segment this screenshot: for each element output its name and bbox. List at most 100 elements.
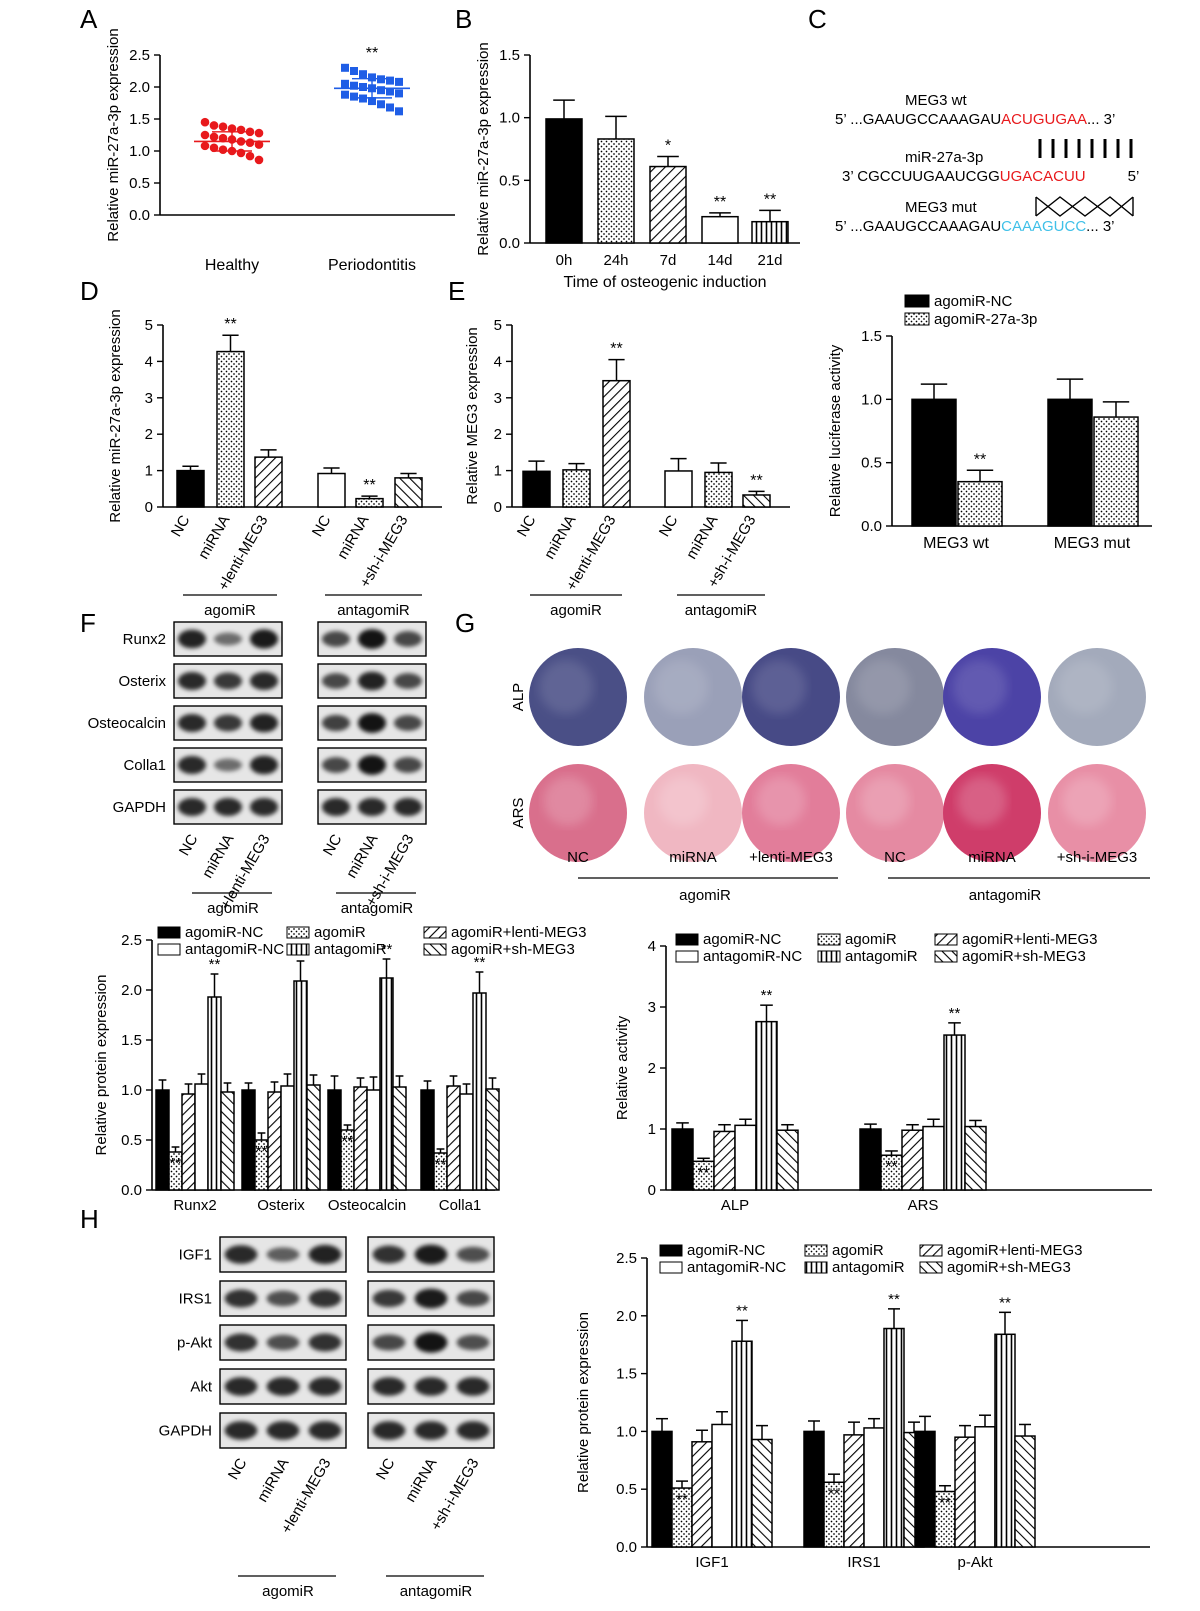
meg3-wt-sequence: 5’ ...GAAUGCCAAAGAUACUGUGAA... 3’ — [835, 111, 1115, 128]
significance-mark: ** — [761, 987, 773, 1004]
staining-wells: ALP ARS NC miRNA +lenti-MEG3 NC miRNA +sh-i-MEG… — [510, 648, 1150, 904]
bar-5 — [394, 477, 423, 508]
blot-row-label: GAPDH — [113, 799, 166, 816]
bar-0 — [545, 118, 583, 244]
significance-mark: ** — [750, 472, 762, 489]
sequence-diagram: MEG3 wt 5’ ...GAAUGCCAAAGAUACUGUGAA... 3… — [835, 92, 1139, 235]
blot-band — [249, 671, 279, 691]
significance-mark: ** — [764, 191, 776, 208]
y-axis-label: Relative miR-27a-3p expression — [107, 309, 124, 522]
significance-mark: ** — [714, 194, 726, 211]
bar-3-1 — [280, 1085, 295, 1191]
bar-3-0 — [194, 1083, 209, 1191]
legend-entry: antagomiR — [314, 941, 387, 958]
y-tick-label: 1.5 — [499, 47, 520, 64]
bar-0-0 — [671, 1128, 694, 1191]
blot-band — [321, 673, 351, 689]
y-tick-label: 1.5 — [616, 1366, 637, 1383]
well-label: NC — [884, 849, 906, 866]
meg3-wt-suffix: ... 3’ — [1087, 111, 1115, 128]
bar-4-3 — [472, 992, 487, 1191]
blot-band — [177, 755, 207, 775]
legend-entry: agomiR+sh-MEG3 — [451, 941, 575, 958]
legend-entry: antagomiR — [832, 1259, 905, 1276]
significance-mark: ** — [698, 1164, 710, 1181]
y-tick-label: 2.0 — [129, 79, 150, 96]
x-tick-label: MEG3 mut — [1054, 535, 1131, 552]
pairing-lines — [1038, 139, 1133, 158]
bar-5-2 — [1014, 1435, 1036, 1548]
chart-d: 0 1 2 3 4 5 Relative miR-27a-3p expression ** **… — [107, 309, 442, 619]
meg3-wt-prefix: 5’ ...GAAUGCCAAAGAU — [835, 111, 1001, 128]
blot-band — [456, 1246, 490, 1263]
significance-mark: ** — [435, 1156, 447, 1173]
y-tick-label: 0 — [648, 1182, 656, 1199]
bar-5-0 — [776, 1129, 799, 1191]
x-tick-label: miRNA — [334, 513, 372, 563]
x-tick-label: miRNA — [541, 513, 579, 563]
bar-3 — [701, 215, 739, 244]
panel-letter-g: G — [455, 608, 475, 638]
y-tick-label: 0 — [494, 499, 502, 516]
legend-entry: antagomiR — [845, 948, 918, 965]
chart-b: 0.0 0.5 1.0 1.5 Relative miR-27a-3p expressi… — [475, 42, 800, 291]
blot-row-label: Osterix — [118, 673, 166, 690]
blot-band — [249, 713, 279, 733]
legend-entry: agomiR — [314, 924, 366, 941]
y-tick-label: 1.5 — [129, 111, 150, 128]
significance-mark: ** — [170, 1155, 182, 1172]
bar-5-1 — [964, 1125, 987, 1191]
blot-band — [372, 1377, 406, 1396]
blot-band — [224, 1289, 258, 1308]
bar-5-0 — [751, 1438, 773, 1548]
lane-label: NC — [176, 831, 202, 858]
data-point — [341, 63, 349, 72]
bar-0-3 — [420, 1089, 435, 1191]
x-tick-label: NC — [514, 512, 540, 539]
blot-band — [393, 631, 423, 647]
bar-3-3 — [459, 1093, 474, 1191]
data-point — [254, 140, 264, 149]
bar-1-0 — [957, 480, 1003, 527]
blot-band — [266, 1247, 300, 1262]
meg3-mut-sequence: 5’ ...GAAUGCCAAAGAUCAAAGUCC... 3’ — [835, 218, 1115, 235]
y-tick-label: 1 — [648, 1121, 656, 1138]
panel-letter-d: D — [80, 276, 99, 306]
y-tick-label: 1.0 — [616, 1423, 637, 1440]
data-point — [386, 103, 394, 112]
significance-mark: ** — [828, 1485, 840, 1502]
y-axis-label: Relative protein expression — [93, 975, 110, 1156]
y-tick-label: 2.5 — [121, 932, 142, 949]
y-tick-label: 0.5 — [616, 1481, 637, 1498]
y-tick-label: 1 — [494, 463, 502, 480]
legend-swatch — [675, 933, 699, 946]
lane-label: NC — [373, 1455, 399, 1482]
blot-band — [321, 714, 351, 732]
bar-0-1 — [241, 1089, 256, 1191]
significance-mark: ** — [366, 45, 378, 62]
y-tick-label: 2.5 — [129, 47, 150, 64]
significance-mark: ** — [342, 1133, 354, 1150]
x-tick-label: 24h — [603, 252, 628, 269]
group-label: agomiR — [204, 602, 256, 619]
blot-band — [393, 757, 423, 773]
bar-4-0 — [731, 1340, 753, 1548]
data-point — [200, 130, 210, 140]
blot-band — [249, 797, 279, 817]
bar-2-1 — [901, 1129, 924, 1191]
legend-swatch — [286, 943, 310, 956]
blot-band — [308, 1333, 342, 1352]
y-tick-label: 1.5 — [861, 328, 882, 345]
lane-label: miRNA — [343, 832, 381, 882]
data-point — [350, 92, 358, 101]
y-tick-label: 0 — [145, 499, 153, 516]
data-point — [368, 97, 376, 106]
y-tick-label: 0.5 — [499, 172, 520, 189]
panel-letter-b: B — [455, 4, 472, 34]
well-sheen — [1062, 776, 1112, 826]
data-point — [395, 77, 403, 86]
blot-row-label: p-Akt — [177, 1335, 213, 1352]
x-tick-label: Osteocalcin — [328, 1197, 406, 1214]
legend-entry: agomiR-NC — [934, 293, 1013, 310]
legend-swatch — [817, 933, 841, 946]
